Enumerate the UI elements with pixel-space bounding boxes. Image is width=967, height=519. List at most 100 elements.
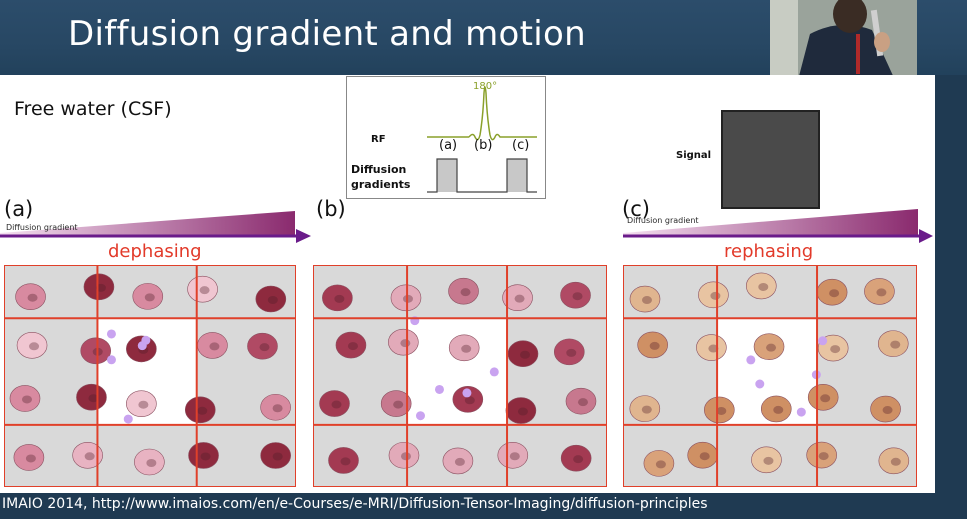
cell-nucleus xyxy=(710,291,721,300)
tissue-cell xyxy=(704,396,735,424)
tissue-cell xyxy=(637,331,668,359)
water-molecule xyxy=(434,384,444,394)
gradients-axis-label-2: gradients xyxy=(351,178,411,191)
cell-nucleus xyxy=(400,339,411,348)
tissue-cell xyxy=(629,395,661,422)
tissue-cell xyxy=(448,334,480,362)
cell-nucleus xyxy=(259,343,270,352)
cell-nucleus xyxy=(331,400,342,409)
tissue-cell xyxy=(560,444,592,472)
tissue-cell xyxy=(255,285,287,313)
citation-bar xyxy=(0,493,967,519)
tissue-cell xyxy=(184,396,216,424)
tissue-cell xyxy=(753,333,785,360)
tissue-cell xyxy=(643,450,675,477)
citation-text: IMAIO 2014, http://www.imaios.com/en/e-C… xyxy=(2,496,708,512)
tissue-cell xyxy=(9,385,41,412)
panel-a-label: (a) xyxy=(4,197,34,221)
tissue-cell xyxy=(864,278,895,305)
tissue-cell xyxy=(452,386,484,413)
tissue-cell xyxy=(502,284,533,311)
cell-nucleus xyxy=(577,398,588,407)
tissue-cell xyxy=(696,334,727,361)
water-molecule xyxy=(415,411,425,421)
cell-nucleus xyxy=(340,457,351,466)
cell-nucleus xyxy=(334,294,345,303)
cell-nucleus xyxy=(520,350,531,359)
tissue-cell xyxy=(751,446,782,474)
cell-nucleus xyxy=(267,296,278,305)
water-molecule xyxy=(746,355,756,365)
panel-b-tissue-grid xyxy=(313,265,607,487)
time-label-c: (c) xyxy=(512,138,529,153)
tissue-cell xyxy=(80,337,112,365)
cell-nucleus xyxy=(517,407,528,416)
tissue-cell xyxy=(260,442,291,469)
cell-nucleus xyxy=(758,282,769,291)
tissue-cell xyxy=(13,444,45,471)
cell-nucleus xyxy=(272,452,283,461)
cell-nucleus xyxy=(146,458,157,467)
tissue-cell xyxy=(878,447,910,475)
tissue-cell xyxy=(380,390,412,417)
cell-nucleus xyxy=(820,394,831,403)
gradients-axis-label-1: Diffusion xyxy=(351,163,406,176)
panel-c-gradient-arrow xyxy=(623,209,933,243)
cell-nucleus xyxy=(716,406,727,415)
water-molecule xyxy=(137,341,147,351)
rf-axis-label: RF xyxy=(371,134,386,145)
cell-nucleus xyxy=(882,406,893,415)
cell-nucleus xyxy=(200,452,211,461)
panel-a-tissue-grid xyxy=(4,265,296,487)
panel-a-phase-label: dephasing xyxy=(108,241,202,262)
water-molecule xyxy=(796,407,806,417)
cell-nucleus xyxy=(514,294,525,303)
slide-border xyxy=(935,75,967,493)
signal-label: Signal xyxy=(676,150,712,161)
cell-nucleus xyxy=(830,345,841,354)
tissue-cell xyxy=(442,447,474,475)
cell-nucleus xyxy=(272,404,283,413)
tissue-cell xyxy=(247,332,278,360)
cell-nucleus xyxy=(573,455,584,464)
cell-nucleus xyxy=(27,293,38,302)
cell-nucleus xyxy=(29,342,40,351)
cell-nucleus xyxy=(763,456,774,465)
cell-nucleus xyxy=(876,288,887,297)
cell-nucleus xyxy=(699,452,710,461)
time-label-b: (b) xyxy=(474,138,492,153)
tissue-cell xyxy=(319,390,350,417)
cell-nucleus xyxy=(88,394,99,403)
pulse-sequence-diagram: 180° RF (a) (b) (c) Diffusion gradients xyxy=(346,76,546,199)
cell-nucleus xyxy=(21,395,32,404)
panel-c-tissue-grid xyxy=(623,265,917,487)
cell-nucleus xyxy=(464,396,475,405)
cell-nucleus xyxy=(454,457,465,466)
diffusion-gradient-waveform xyxy=(427,158,537,193)
cell-nucleus xyxy=(649,341,660,350)
cell-nucleus xyxy=(641,296,652,305)
panel-c-label: (c) xyxy=(622,197,650,221)
tissue-cell xyxy=(629,285,661,313)
water-molecule xyxy=(489,367,499,377)
tissue-cell xyxy=(16,331,48,359)
tissue-cell xyxy=(15,283,46,311)
tissue-cell xyxy=(132,283,164,310)
cell-nucleus xyxy=(393,400,404,409)
cell-nucleus xyxy=(138,400,149,409)
cell-nucleus xyxy=(572,292,583,301)
panel-b-label: (b) xyxy=(316,197,346,221)
tissue-cell xyxy=(870,395,901,423)
cell-nucleus xyxy=(347,342,358,351)
tissue-cell xyxy=(745,272,777,300)
tissue-cell xyxy=(134,448,165,476)
water-molecule xyxy=(462,388,472,398)
tissue-cell xyxy=(388,328,419,356)
tissue-cell xyxy=(126,390,157,418)
cell-nucleus xyxy=(818,452,829,461)
cell-nucleus xyxy=(209,342,220,351)
presenter-silhouette xyxy=(770,0,917,80)
tissue-cell xyxy=(565,387,597,415)
cell-nucleus xyxy=(890,340,901,349)
cell-nucleus xyxy=(655,460,666,469)
